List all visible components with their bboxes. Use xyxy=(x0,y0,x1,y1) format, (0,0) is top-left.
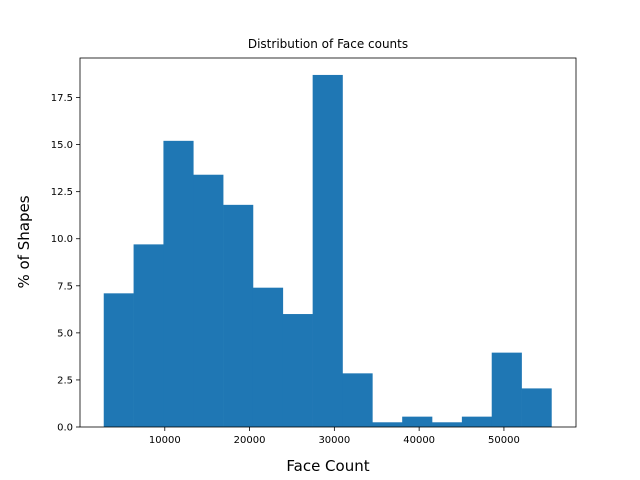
histogram-bar xyxy=(163,140,194,427)
x-tick-label: 10000 xyxy=(149,435,181,446)
y-axis-ticks: 0.0 2.5 5.0 7.5 10.0 12.5 15.0 17.5 xyxy=(51,93,80,434)
y-tick-label: 10.0 xyxy=(51,234,73,245)
histogram-bar xyxy=(193,174,224,427)
x-tick-label: 40000 xyxy=(403,435,435,446)
histogram-bar xyxy=(223,204,254,427)
y-tick-label: 17.5 xyxy=(51,93,73,104)
histogram-bar xyxy=(133,244,164,427)
histogram-bar xyxy=(402,416,433,427)
x-tick-label: 50000 xyxy=(488,435,520,446)
histogram-bar xyxy=(103,293,134,427)
histogram-bar xyxy=(521,388,552,427)
plot-frame xyxy=(79,57,577,428)
x-axis-label: Face Count xyxy=(286,457,369,475)
histogram-bar xyxy=(491,352,522,427)
histogram-bar xyxy=(252,287,284,427)
y-tick-label: 15.0 xyxy=(51,140,73,151)
y-tick-label: 7.5 xyxy=(57,281,73,292)
x-tick-label: 30000 xyxy=(318,435,350,446)
y-tick-label: 2.5 xyxy=(57,375,73,386)
chart-title: Distribution of Face counts xyxy=(248,37,408,51)
histogram-bar xyxy=(372,422,403,427)
histogram-bar xyxy=(432,422,463,427)
y-tick-label: 0.0 xyxy=(57,423,73,434)
y-tick-label: 12.5 xyxy=(51,187,73,198)
y-tick-label: 5.0 xyxy=(57,328,73,339)
histogram-bar xyxy=(342,373,373,427)
x-tick-label: 20000 xyxy=(234,435,266,446)
histogram-bar xyxy=(312,74,343,427)
histogram-bar xyxy=(282,314,313,427)
x-axis-ticks: 10000 20000 30000 40000 50000 xyxy=(149,427,520,446)
histogram-bar xyxy=(461,416,493,427)
bars-group xyxy=(103,74,552,427)
y-axis-label: % of Shapes xyxy=(15,195,33,288)
